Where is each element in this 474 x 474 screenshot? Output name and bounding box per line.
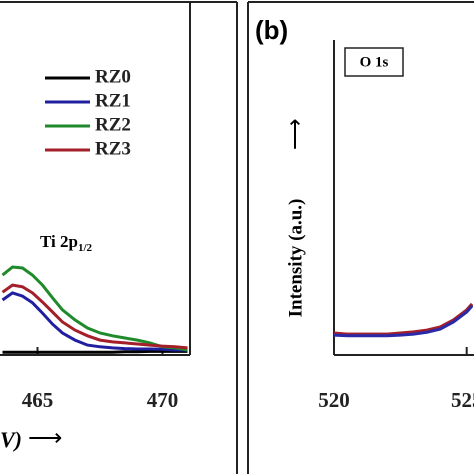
arrow: ⟶	[282, 118, 307, 150]
series-line	[2, 349, 188, 354]
legend-label: RZ2	[95, 114, 131, 135]
label-box	[344, 47, 404, 77]
x-tick-label: 470	[147, 388, 179, 412]
annotation-text: Ti 2p	[40, 232, 78, 251]
series-line	[333, 302, 474, 336]
legend-label: RZ3	[95, 138, 131, 159]
y-axis-label: Intensity (a.u.)	[285, 199, 306, 318]
x-tick-label: 520	[318, 388, 350, 412]
series-line	[1, 291, 188, 352]
legend-label: RZ0	[95, 66, 131, 87]
x-tick-label: 465	[22, 388, 54, 412]
x-axis-label: V)	[0, 427, 22, 452]
panel-label: (b)	[255, 15, 288, 45]
legend-label: RZ1	[95, 90, 131, 111]
arrow: ⟶	[28, 426, 62, 452]
series-line	[333, 305, 474, 338]
x-tick-label: 525	[451, 388, 474, 412]
series-line	[1, 283, 188, 350]
annotation: Ti 2p1/2	[40, 232, 93, 254]
annotation-sub: 1/2	[78, 242, 93, 254]
box-label: O 1s	[360, 54, 389, 70]
y-label-group: Intensity (a.u.) ⟶	[282, 118, 307, 317]
